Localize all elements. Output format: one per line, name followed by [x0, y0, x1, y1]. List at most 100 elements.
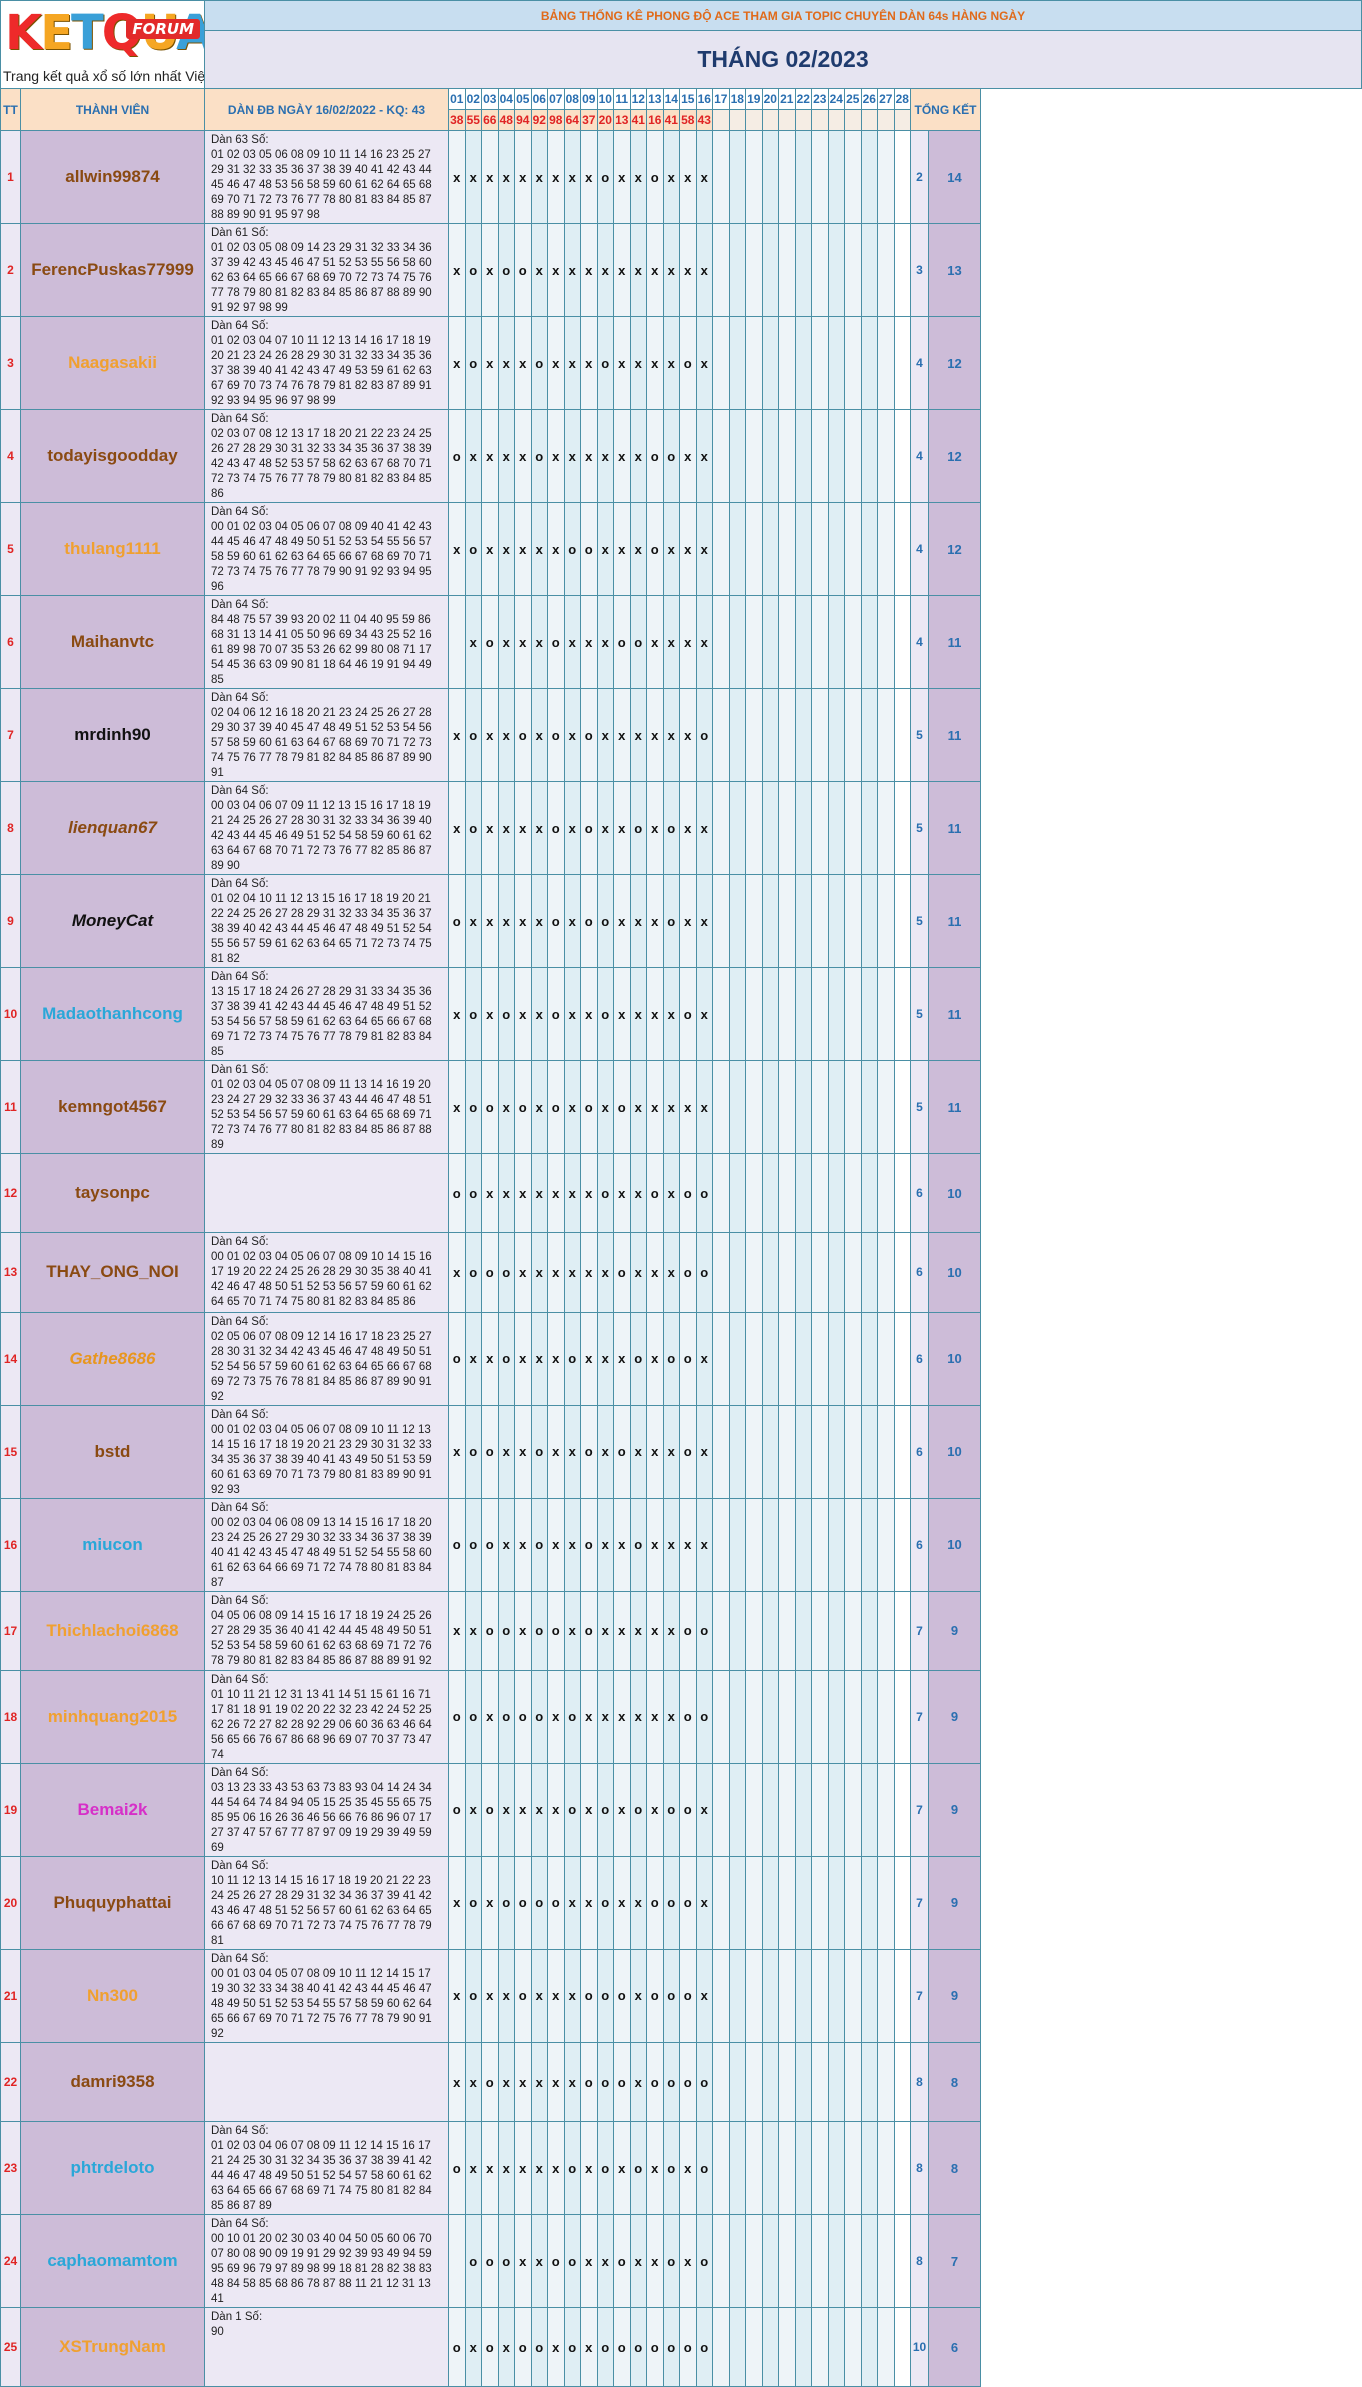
day-mark: [860, 316, 878, 410]
day-mark: o: [464, 1152, 482, 1234]
member-name[interactable]: todayisgoodday: [20, 409, 205, 503]
member-name[interactable]: THAY_ONG_NOI: [20, 1232, 205, 1313]
day-mark: [860, 595, 878, 689]
miss-count: 4: [910, 595, 929, 689]
day-header: 21: [778, 88, 796, 110]
day-mark: x: [530, 2041, 548, 2123]
day-header: 11: [613, 88, 631, 110]
day-mark: [728, 1232, 746, 1313]
miss-count: 2: [910, 130, 929, 224]
member-name[interactable]: MoneyCat: [20, 874, 205, 968]
day-mark: o: [481, 595, 499, 689]
member-name[interactable]: Thichlachoi6868: [20, 1590, 205, 1671]
day-mark: [728, 2214, 746, 2309]
day-mark: x: [580, 595, 598, 689]
day-mark: o: [481, 2214, 499, 2309]
day-mark: o: [679, 1590, 697, 1671]
day-mark: x: [514, 2214, 532, 2309]
day-mark: o: [629, 1497, 647, 1592]
day-mark: x: [596, 781, 614, 875]
day-mark: o: [497, 1855, 515, 1950]
member-name[interactable]: Phuquyphattai: [20, 1855, 205, 1950]
member-name[interactable]: Nn300: [20, 1948, 205, 2043]
day-mark: [893, 1948, 911, 2043]
site-logo[interactable]: KETQUA2 FORUM Trang kết quả xổ số lớn nh…: [0, 0, 205, 89]
total-score: 12: [928, 409, 981, 503]
day-mark: [844, 781, 862, 875]
member-name[interactable]: Maihanvtc: [20, 595, 205, 689]
member-name[interactable]: XSTrungNam: [20, 2307, 205, 2387]
day-result: 58: [679, 109, 697, 131]
member-name[interactable]: mrdinh90: [20, 688, 205, 782]
day-mark: x: [596, 1669, 614, 1764]
day-mark: o: [613, 2041, 631, 2123]
day-mark: [827, 1497, 845, 1592]
member-name[interactable]: Gathe8686: [20, 1311, 205, 1406]
dan-numbers: 84 48 75 57 39 93 20 02 11 04 40 95 59 8…: [211, 614, 432, 686]
member-name[interactable]: allwin99874: [20, 130, 205, 224]
member-name[interactable]: kemngot4567: [20, 1060, 205, 1154]
member-name[interactable]: Bemai2k: [20, 1762, 205, 1857]
member-name[interactable]: Madaothanhcong: [20, 967, 205, 1061]
day-mark: [728, 2307, 746, 2387]
day-mark: [728, 1590, 746, 1671]
day-mark: o: [464, 1060, 482, 1154]
day-mark: x: [695, 1497, 713, 1592]
member-name[interactable]: phtrdeloto: [20, 2121, 205, 2216]
day-mark: x: [695, 595, 713, 689]
day-mark: [794, 1311, 812, 1406]
day-mark: [860, 967, 878, 1061]
member-row: 15 bstd Dàn 64 Số: 00 01 02 03 04 05 06 07 …: [0, 1404, 1362, 1499]
day-mark: [893, 1762, 911, 1857]
day-mark: x: [547, 409, 565, 503]
dan-title: Dàn 61 Số:: [211, 1064, 269, 1076]
dan-cell: Dàn 64 Số: 01 02 03 04 07 10 11 12 13 14 …: [204, 316, 449, 410]
day-mark: x: [481, 1855, 499, 1950]
member-name[interactable]: FerencPuskas77999: [20, 223, 205, 317]
day-mark: [712, 130, 730, 224]
day-mark: o: [596, 967, 614, 1061]
day-mark: [778, 1152, 796, 1234]
member-name[interactable]: taysonpc: [20, 1152, 205, 1234]
day-mark: [778, 2307, 796, 2387]
day-mark: [811, 1497, 829, 1592]
day-mark: x: [530, 2214, 548, 2309]
day-mark: o: [580, 781, 598, 875]
member-name[interactable]: damri9358: [20, 2041, 205, 2123]
member-name[interactable]: bstd: [20, 1404, 205, 1499]
dan-content: Dàn 61 Số: 01 02 03 05 08 09 14 23 29 31 …: [206, 225, 448, 316]
day-mark: o: [662, 1762, 680, 1857]
day-mark: o: [530, 2307, 548, 2387]
day-mark: [794, 1590, 812, 1671]
day-mark: o: [448, 874, 466, 968]
miss-count: 4: [910, 502, 929, 596]
member-name[interactable]: Naagasakii: [20, 316, 205, 410]
day-mark: [794, 223, 812, 317]
day-mark: x: [464, 2041, 482, 2123]
day-mark: x: [514, 1762, 532, 1857]
day-mark: o: [679, 1669, 697, 1764]
member-name[interactable]: thulang1111: [20, 502, 205, 596]
member-name[interactable]: minhquang2015: [20, 1669, 205, 1764]
miss-count: 4: [910, 316, 929, 410]
row-number: 3: [0, 316, 21, 410]
day-mark: [448, 2214, 466, 2309]
dan-content: Dàn 64 Số: 00 01 02 03 04 05 06 07 08 09 …: [206, 1406, 448, 1497]
day-mark: x: [662, 223, 680, 317]
dan-numbers: 02 03 07 08 12 13 17 18 20 21 22 23 24 2…: [211, 428, 432, 500]
day-mark: o: [481, 1497, 499, 1592]
day-mark: x: [563, 1948, 581, 2043]
day-mark: [811, 1762, 829, 1857]
member-name[interactable]: lienquan67: [20, 781, 205, 875]
day-mark: [860, 1232, 878, 1313]
day-result: 55: [464, 109, 482, 131]
day-mark: x: [580, 2307, 598, 2387]
member-name[interactable]: caphaomamtom: [20, 2214, 205, 2309]
day-mark: [712, 409, 730, 503]
day-mark: x: [646, 1232, 664, 1313]
day-mark: [712, 1497, 730, 1592]
day-mark: [877, 595, 895, 689]
day-mark: x: [646, 1060, 664, 1154]
member-name[interactable]: miucon: [20, 1497, 205, 1592]
day-mark: x: [580, 1232, 598, 1313]
